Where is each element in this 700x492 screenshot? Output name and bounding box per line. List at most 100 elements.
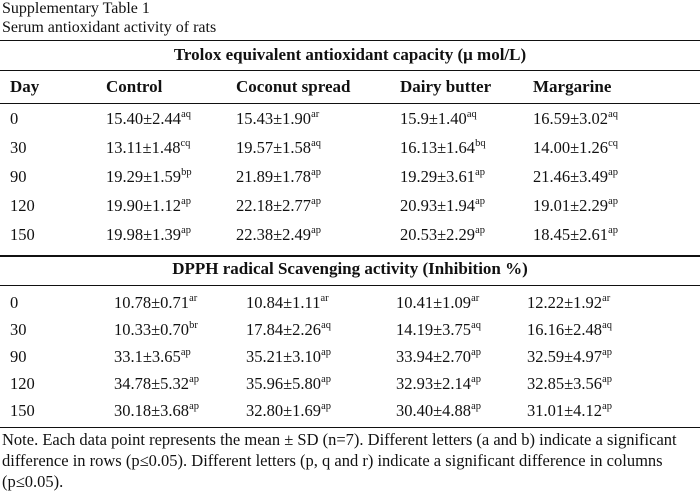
row-day: 90	[10, 167, 27, 186]
column-header-day: Day	[10, 77, 40, 96]
cell-superscript: aq	[471, 319, 481, 331]
cell-value: 14.00±1.26	[533, 138, 609, 157]
section-rule-2	[0, 285, 700, 286]
table-cell: 34.78±5.32ap	[114, 374, 199, 394]
cell-value: 22.18±2.77	[236, 196, 312, 215]
table-cell: 10.41±1.09ar	[396, 293, 479, 313]
table-cell: 12.22±1.92ar	[527, 293, 610, 313]
table-label: Supplementary Table 1	[2, 0, 150, 17]
table-cell: 15.40±2.44aq	[106, 109, 191, 129]
cell-superscript: bq	[475, 137, 486, 149]
cell-value: 32.80±1.69	[246, 401, 322, 420]
cell-superscript: ap	[602, 373, 612, 385]
cell-superscript: ap	[180, 346, 191, 358]
cell-value: 19.01±2.29	[533, 196, 609, 215]
cell-value: 22.38±2.49	[236, 225, 312, 244]
cell-superscript: ar	[311, 108, 320, 120]
cell-value: 32.93±2.14	[396, 374, 472, 393]
cell-superscript: ap	[321, 400, 331, 412]
table-cell: 10.33±0.70br	[114, 320, 198, 340]
table-cell: 14.00±1.26cq	[533, 138, 618, 158]
cell-superscript: br	[189, 319, 198, 331]
table-cell: 32.93±2.14ap	[396, 374, 481, 394]
table-cell: 35.96±5.80ap	[246, 374, 331, 394]
section-rule	[0, 70, 700, 71]
top-rule	[0, 40, 700, 41]
cell-value: 15.43±1.90	[236, 109, 312, 128]
cell-superscript: aq	[311, 137, 321, 149]
cell-superscript: ap	[602, 400, 612, 412]
row-day: 30	[10, 138, 27, 157]
cell-superscript: ap	[475, 195, 485, 207]
cell-superscript: ap	[608, 166, 618, 178]
cell-superscript: ar	[471, 292, 480, 304]
cell-superscript: ap	[471, 346, 481, 358]
cell-superscript: aq	[608, 108, 618, 120]
table-cell: 19.90±1.12ap	[106, 196, 191, 216]
table-cell: 18.45±2.61ap	[533, 225, 618, 245]
cell-value: 30.40±4.88	[396, 401, 472, 420]
row-day: 150	[10, 401, 35, 420]
table-cell: 19.29±1.59bp	[106, 167, 192, 187]
cell-superscript: ap	[311, 166, 321, 178]
table-cell: 32.80±1.69ap	[246, 401, 331, 421]
cell-value: 10.78±0.71	[114, 293, 190, 312]
cell-superscript: ap	[321, 373, 331, 385]
cell-value: 13.11±1.48	[106, 138, 181, 157]
table-cell: 30.40±4.88ap	[396, 401, 481, 421]
table-cell: 19.57±1.58aq	[236, 138, 321, 158]
section-title-trolox: Trolox equivalent antioxidant capacity (…	[173, 45, 527, 64]
cell-value: 10.84±1.11	[246, 293, 321, 312]
cell-superscript: bp	[181, 166, 192, 178]
row-day: 120	[10, 374, 35, 393]
cell-superscript: ap	[471, 373, 481, 385]
table-cell: 19.01±2.29ap	[533, 196, 618, 216]
cell-value: 19.57±1.58	[236, 138, 312, 157]
cell-superscript: ap	[471, 400, 481, 412]
table-cell: 20.53±2.29ap	[400, 225, 485, 245]
cell-value: 15.9±1.40	[400, 109, 467, 128]
column-header-margarine: Margarine	[533, 77, 612, 96]
cell-value: 12.22±1.92	[527, 293, 603, 312]
cell-superscript: cq	[608, 137, 618, 149]
cell-value: 10.41±1.09	[396, 293, 472, 312]
cell-superscript: ap	[189, 373, 199, 385]
cell-value: 20.93±1.94	[400, 196, 476, 215]
table-cell: 35.21±3.10ap	[246, 347, 331, 367]
table-cell: 32.59±4.97ap	[527, 347, 612, 367]
table-cell: 31.01±4.12ap	[527, 401, 612, 421]
cell-value: 33.94±2.70	[396, 347, 472, 366]
cell-value: 21.89±1.78	[236, 167, 312, 186]
cell-value: 35.96±5.80	[246, 374, 322, 393]
cell-superscript: ap	[321, 346, 331, 358]
cell-value: 19.29±1.59	[106, 167, 182, 186]
cell-value: 33.1±3.65	[114, 347, 181, 366]
table-cell: 33.1±3.65ap	[114, 347, 191, 367]
cell-superscript: ap	[475, 166, 485, 178]
cell-superscript: ap	[311, 195, 321, 207]
cell-value: 21.46±3.49	[533, 167, 609, 186]
table-cell: 19.29±3.61ap	[400, 167, 485, 187]
cell-superscript: aq	[321, 319, 331, 331]
cell-superscript: ap	[608, 224, 618, 236]
row-day: 90	[10, 347, 27, 366]
cell-value: 20.53±2.29	[400, 225, 476, 244]
row-day: 0	[10, 109, 19, 128]
table-cell: 21.46±3.49ap	[533, 167, 618, 187]
cell-value: 32.85±3.56	[527, 374, 603, 393]
table-cell: 19.98±1.39ap	[106, 225, 191, 245]
table-cell: 33.94±2.70ap	[396, 347, 481, 367]
cell-superscript: ar	[320, 292, 329, 304]
table-title: Serum antioxidant activity of rats	[2, 19, 217, 36]
table-cell: 17.84±2.26aq	[246, 320, 331, 340]
cell-superscript: ap	[181, 195, 191, 207]
table-cell: 10.78±0.71ar	[114, 293, 197, 313]
table-cell: 16.13±1.64bq	[400, 138, 486, 158]
column-header-control: Control	[106, 77, 163, 96]
cell-value: 18.45±2.61	[533, 225, 609, 244]
table-cell: 22.18±2.77ap	[236, 196, 321, 216]
cell-superscript: aq	[466, 108, 477, 120]
cell-superscript: ap	[608, 195, 618, 207]
cell-superscript: ar	[189, 292, 198, 304]
